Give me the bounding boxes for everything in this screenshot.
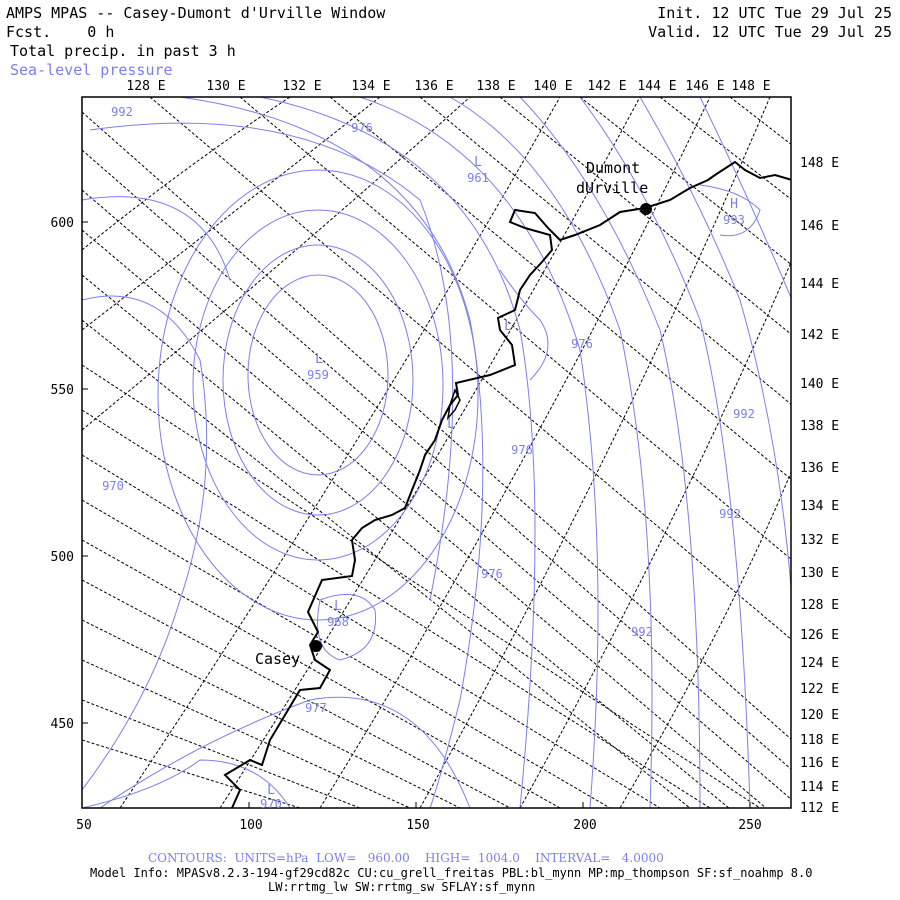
right-lon-label: 116 E: [800, 756, 839, 771]
contour-label: 959: [307, 368, 329, 382]
contour-info: CONTOURS: UNITS=hPa LOW= 960.00 HIGH= 10…: [148, 851, 664, 865]
fcst-value: 0 h: [87, 23, 115, 41]
top-lon-label: 130 E: [206, 79, 245, 94]
top-lon-label: 138 E: [476, 79, 515, 94]
axis-ticks: [81, 221, 751, 808]
latlon-grid: [82, 97, 791, 808]
right-lon-label: 142 E: [800, 328, 839, 343]
model-info-physics: LW:rrtmg_lw SW:rrtmg_sw SFLAY:sf_mynn: [268, 880, 536, 894]
fcst-label: Fcst.: [6, 23, 52, 41]
top-lon-label: 142 E: [587, 79, 626, 94]
station-casey[interactable]: Casey: [255, 640, 322, 668]
station-dumont-durville[interactable]: Dumont dUrville: [576, 159, 652, 215]
top-lon-labels: 128 E 130 E 132 E 134 E 136 E 138 E 140 …: [126, 79, 770, 94]
y-tick-label: 450: [51, 717, 74, 732]
right-lon-label: 118 E: [800, 733, 839, 748]
top-lon-label: 146 E: [685, 79, 724, 94]
top-lon-label: 132 E: [282, 79, 321, 94]
x-tick-label: 100: [239, 818, 262, 833]
contour-label: 993: [723, 213, 745, 227]
right-lon-labels: 148 E 146 E 144 E 142 E 140 E 138 E 136 …: [800, 156, 839, 816]
valid-time: Valid. 12 UTC Tue 29 Jul 25: [648, 23, 892, 41]
low-marker: L: [315, 352, 323, 367]
init-value: 12 UTC Tue 29 Jul 25: [711, 4, 892, 22]
contour-label: 968: [327, 615, 349, 629]
low-marker: L: [447, 417, 455, 432]
low-marker: L: [474, 155, 482, 170]
y-tick-label: 550: [51, 383, 74, 398]
x-tick-label: 250: [738, 818, 761, 833]
contour-label: 961: [467, 171, 489, 185]
top-lon-label: 136 E: [414, 79, 453, 94]
x-tick-label: 150: [406, 818, 429, 833]
right-lon-label: 128 E: [800, 598, 839, 613]
contour-label: 970: [102, 479, 124, 493]
contour-label: 976: [571, 337, 593, 351]
contour-label: 992: [719, 507, 741, 521]
contour-label: 976: [511, 443, 533, 457]
map-title: AMPS MPAS -- Casey-Dumont d'Urville Wind…: [6, 4, 386, 22]
top-lon-label: 128 E: [126, 79, 165, 94]
plot-frame: [81, 96, 792, 809]
right-lon-label: 122 E: [800, 682, 839, 697]
low-marker: L: [504, 319, 512, 334]
right-lon-label: 136 E: [800, 461, 839, 476]
x-tick-label: 200: [573, 818, 596, 833]
valid-label: Valid.: [648, 23, 703, 41]
dumont-station-label-line2: dUrville: [576, 179, 648, 197]
contour-labels: 992 976 961 959 976 976 977 970 976 968 …: [102, 105, 755, 811]
pressure-centers: L L L L L L H: [267, 155, 738, 798]
contour-label: 977: [305, 701, 327, 715]
contour-label: 976: [351, 121, 373, 135]
coastline: [223, 160, 791, 808]
dumont-station-label-line1: Dumont: [586, 159, 640, 177]
right-lon-label: 126 E: [800, 628, 839, 643]
y-tick-label: 600: [51, 216, 74, 231]
contour-label: 970: [260, 797, 282, 811]
right-lon-label: 120 E: [800, 708, 839, 723]
top-lon-label: 148 E: [731, 79, 770, 94]
casey-station-label: Casey: [255, 650, 300, 668]
top-lon-label: 134 E: [351, 79, 390, 94]
valid-value: 12 UTC Tue 29 Jul 25: [711, 23, 892, 41]
right-lon-label: 112 E: [800, 801, 839, 816]
contour-label: 992: [733, 407, 755, 421]
low-marker: L: [334, 599, 342, 614]
top-lon-label: 140 E: [533, 79, 572, 94]
right-lon-label: 114 E: [800, 780, 839, 795]
right-lon-label: 146 E: [800, 219, 839, 234]
field-slp-label: Sea-level pressure: [10, 61, 173, 79]
forecast-hour: Fcst. 0 h: [6, 23, 114, 41]
field-precip-label: Total precip. in past 3 h: [10, 42, 236, 60]
init-label: Init.: [657, 4, 703, 22]
top-lon-label: 144 E: [637, 79, 676, 94]
pressure-contours: [82, 97, 791, 808]
init-time: Init. 12 UTC Tue 29 Jul 25: [657, 4, 892, 22]
right-lon-label: 144 E: [800, 277, 839, 292]
high-marker: H: [730, 197, 738, 212]
left-axis-labels: 600 550 500 450: [51, 216, 74, 732]
dumont-station-dot[interactable]: [640, 203, 652, 215]
model-info: Model Info: MPASv8.2.3-194-gf29cd82c CU:…: [90, 866, 813, 880]
right-lon-label: 124 E: [800, 656, 839, 671]
x-tick-label: 50: [76, 818, 92, 833]
right-lon-label: 134 E: [800, 499, 839, 514]
right-lon-label: 130 E: [800, 566, 839, 581]
right-lon-label: 148 E: [800, 156, 839, 171]
contour-label: 976: [481, 567, 503, 581]
right-lon-label: 138 E: [800, 419, 839, 434]
bottom-axis-labels: 50 100 150 200 250: [76, 818, 762, 833]
contour-label: 992: [111, 105, 133, 119]
right-lon-label: 140 E: [800, 377, 839, 392]
low-marker: L: [267, 783, 275, 798]
y-tick-label: 500: [51, 550, 74, 565]
contour-label: 992: [631, 625, 653, 639]
right-lon-label: 132 E: [800, 533, 839, 548]
casey-station-dot[interactable]: [310, 640, 322, 652]
